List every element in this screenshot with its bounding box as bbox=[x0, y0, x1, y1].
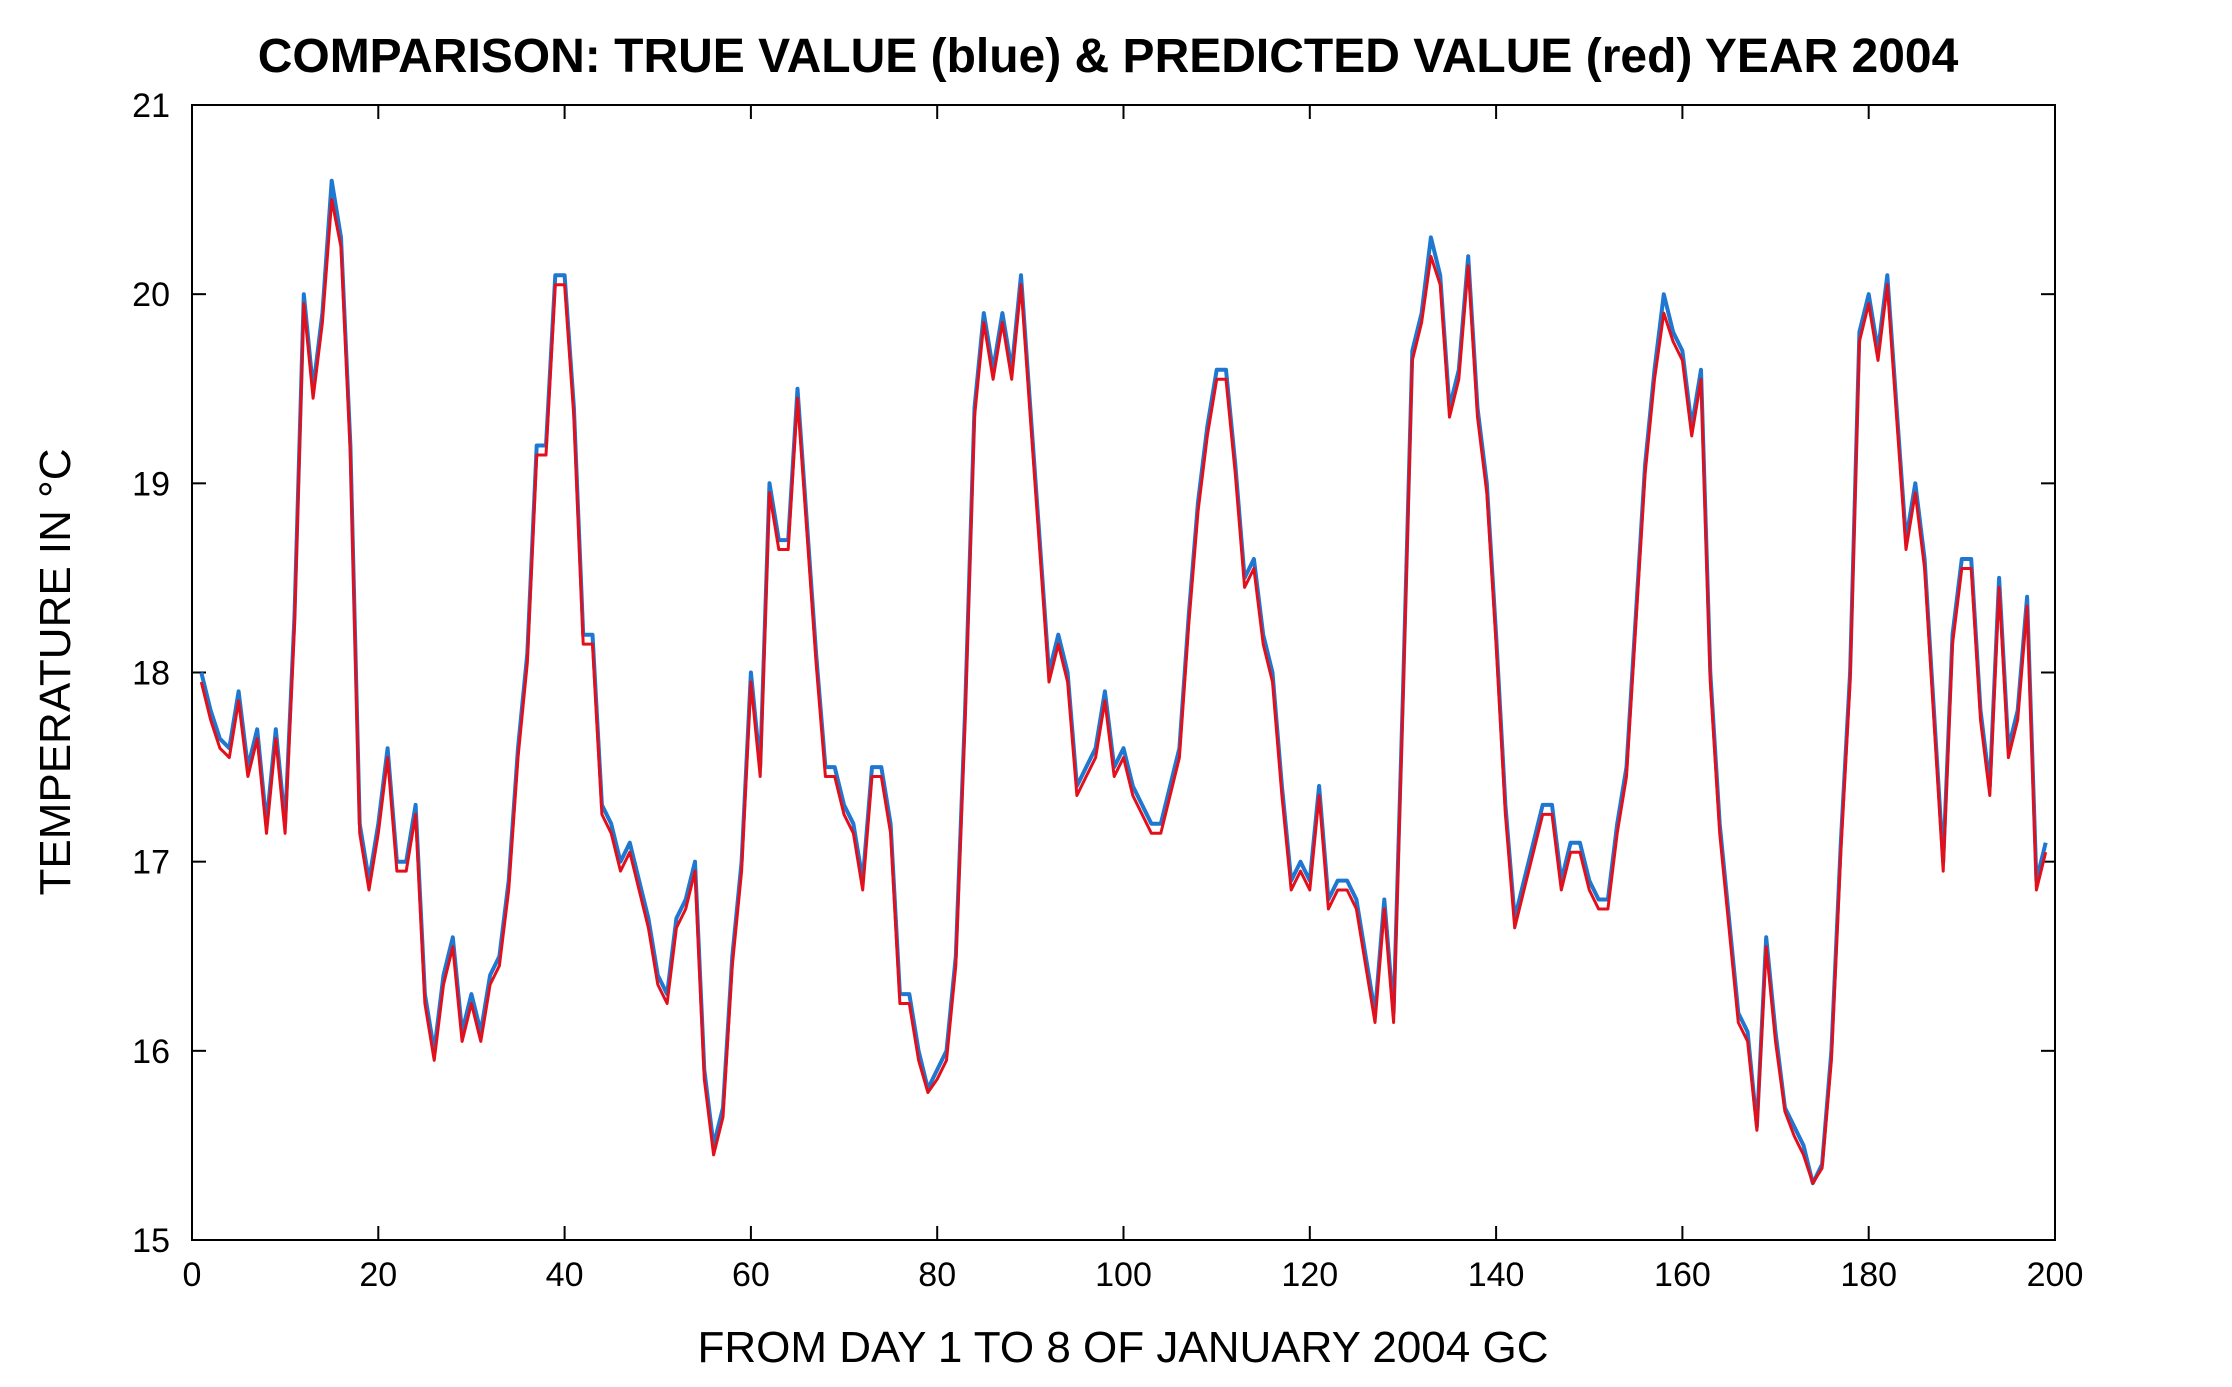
y-tick-label: 18 bbox=[132, 655, 170, 693]
y-tick-label: 20 bbox=[132, 276, 170, 314]
x-tick-label: 180 bbox=[1840, 1256, 1897, 1294]
x-tick-label: 60 bbox=[732, 1256, 770, 1294]
x-tick-label: 80 bbox=[918, 1256, 956, 1294]
series-line-predicted-value bbox=[199, 198, 2048, 1185]
chart-title: COMPARISON: TRUE VALUE (blue) & PREDICTE… bbox=[258, 30, 1959, 83]
x-tick-label: 140 bbox=[1468, 1256, 1525, 1294]
x-axis-label: FROM DAY 1 TO 8 OF JANUARY 2004 GC bbox=[698, 1323, 1549, 1372]
y-tick-label: 21 bbox=[132, 87, 170, 125]
x-tick-label: 40 bbox=[546, 1256, 584, 1294]
y-axis-label: TEMPERATURE IN °C bbox=[31, 448, 80, 895]
x-tick-label: 20 bbox=[359, 1256, 397, 1294]
y-tick-label: 16 bbox=[132, 1033, 170, 1071]
x-tick-label: 100 bbox=[1095, 1256, 1152, 1294]
x-tick-label: 120 bbox=[1281, 1256, 1338, 1294]
y-tick-label: 19 bbox=[132, 465, 170, 503]
plot-area bbox=[191, 104, 2056, 1241]
series-group bbox=[199, 178, 2048, 1186]
y-tick-label: 17 bbox=[132, 844, 170, 882]
x-axis: 0 20 40 60 80 100 120 140 160 180 200 bbox=[183, 105, 2084, 1294]
y-axis: 15 16 17 18 19 20 21 bbox=[132, 87, 2055, 1260]
x-tick-label: 160 bbox=[1654, 1256, 1711, 1294]
x-tick-label: 200 bbox=[2027, 1256, 2084, 1294]
y-tick-label: 15 bbox=[132, 1222, 170, 1260]
x-tick-label: 0 bbox=[183, 1256, 202, 1294]
